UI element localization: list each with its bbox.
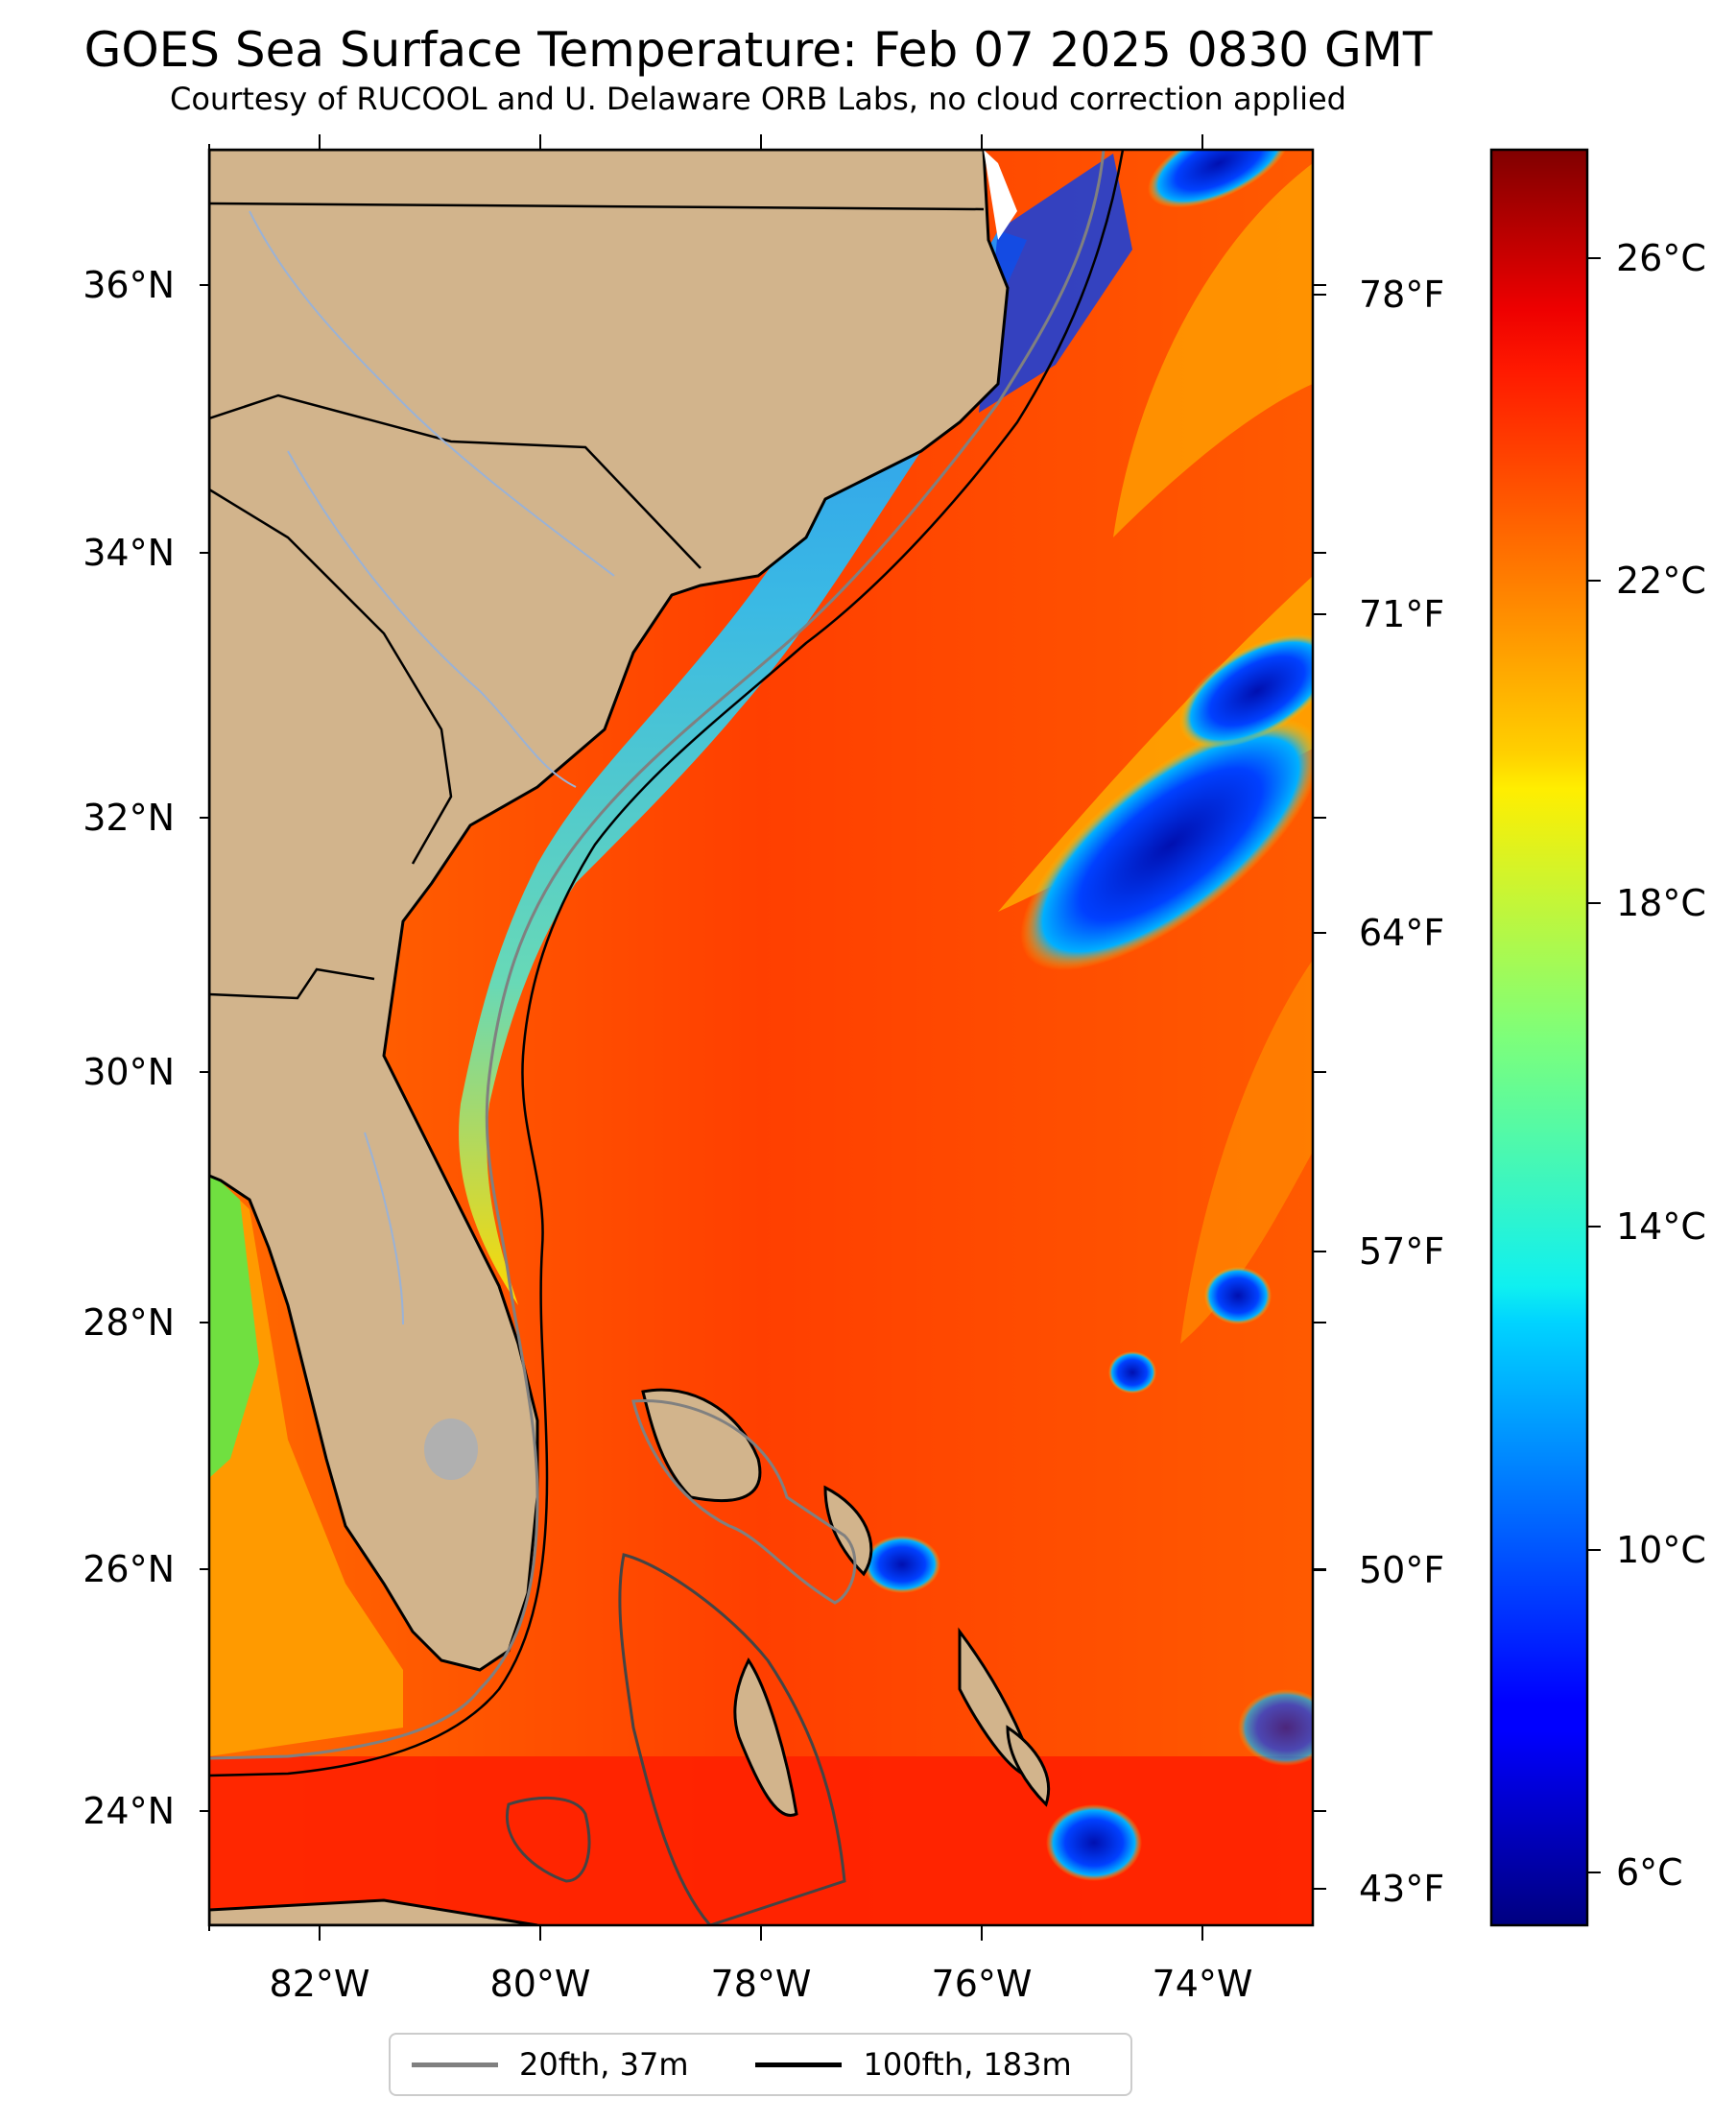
- isobath-legend: 20fth, 37m 100fth, 183m: [389, 2033, 1132, 2096]
- gulf-of-mexico-water: [209, 1171, 403, 1756]
- state-border-va-nc: [209, 202, 985, 211]
- f-tick-label-57: 57°F: [1359, 1230, 1444, 1273]
- state-border-nc-sc: [209, 393, 702, 569]
- state-border-ga-fl: [209, 967, 375, 1000]
- f-tick-label-43: 43°F: [1359, 1868, 1444, 1910]
- isobath-20fth: [209, 150, 1106, 1760]
- lat-ticks: [200, 284, 1326, 1812]
- lat-tick-label-26n: 26°N: [83, 1548, 175, 1590]
- colorbar: [1489, 148, 1589, 1927]
- legend-swatch-black: [755, 2062, 843, 2067]
- lake-okeechobee: [424, 1419, 478, 1480]
- abaco-island: [823, 1485, 873, 1577]
- lon-tick-label-76w: 76°W: [932, 1963, 1033, 2005]
- colorbar-tick-6c: 6°C: [1616, 1851, 1683, 1894]
- f-tick-label-64: 64°F: [1359, 912, 1444, 954]
- lon-tick-label-74w: 74°W: [1153, 1963, 1253, 2005]
- legend-item-20fth: 20fth, 37m: [412, 2046, 688, 2083]
- state-border-sc-ga: [209, 488, 453, 865]
- cuba-land: [209, 1898, 538, 1925]
- map-area: [209, 150, 1313, 1925]
- lat-tick-label-32n: 32°N: [83, 797, 175, 839]
- isobath-100fth: [209, 150, 1125, 1777]
- lon-ticks: [208, 134, 1203, 1941]
- lat-tick-label-36n: 36°N: [83, 264, 175, 306]
- legend-swatch-gray: [412, 2062, 498, 2067]
- map-title: GOES Sea Surface Temperature: Feb 07 202…: [83, 22, 1433, 78]
- lat-tick-label-30n: 30°N: [83, 1051, 175, 1093]
- river: [249, 210, 615, 577]
- lon-tick-label-78w: 78°W: [711, 1963, 812, 2005]
- warm-eddy-ne: [1113, 163, 1313, 537]
- colorbar-tick-22c: 22°C: [1616, 560, 1706, 602]
- cold-shelf-water: [459, 230, 1027, 1305]
- lon-tick-label-80w: 80°W: [490, 1963, 591, 2005]
- colorbar-tick-26c: 26°C: [1616, 237, 1706, 279]
- lat-tick-label-34n: 34°N: [83, 532, 175, 574]
- legend-item-100fth: 100fth, 183m: [755, 2046, 1072, 2083]
- colorbar-tick-14c: 14°C: [1616, 1205, 1706, 1248]
- andros-island: [733, 1657, 798, 1818]
- legend-label-20fth: 20fth, 37m: [519, 2046, 689, 2083]
- f-tick-label-50: 50°F: [1359, 1549, 1444, 1591]
- grand-bahama-island: [641, 1388, 762, 1503]
- cloud-cold-patch: [1020, 718, 1313, 971]
- f-tick-label-71: 71°F: [1359, 593, 1444, 635]
- colorbar-tick-18c: 18°C: [1616, 882, 1706, 924]
- lat-tick-label-28n: 28°N: [83, 1301, 175, 1344]
- f-tick-label-78: 78°F: [1359, 274, 1444, 316]
- map-subtitle: Courtesy of RUCOOL and U. Delaware ORB L…: [170, 81, 1346, 117]
- lon-tick-label-82w: 82°W: [270, 1963, 370, 2005]
- legend-label-100fth: 100fth, 183m: [863, 2046, 1072, 2083]
- colorbar-tick-10c: 10°C: [1616, 1529, 1706, 1571]
- us-mainland-land: [209, 150, 1010, 1672]
- lat-tick-label-24n: 24°N: [83, 1790, 175, 1832]
